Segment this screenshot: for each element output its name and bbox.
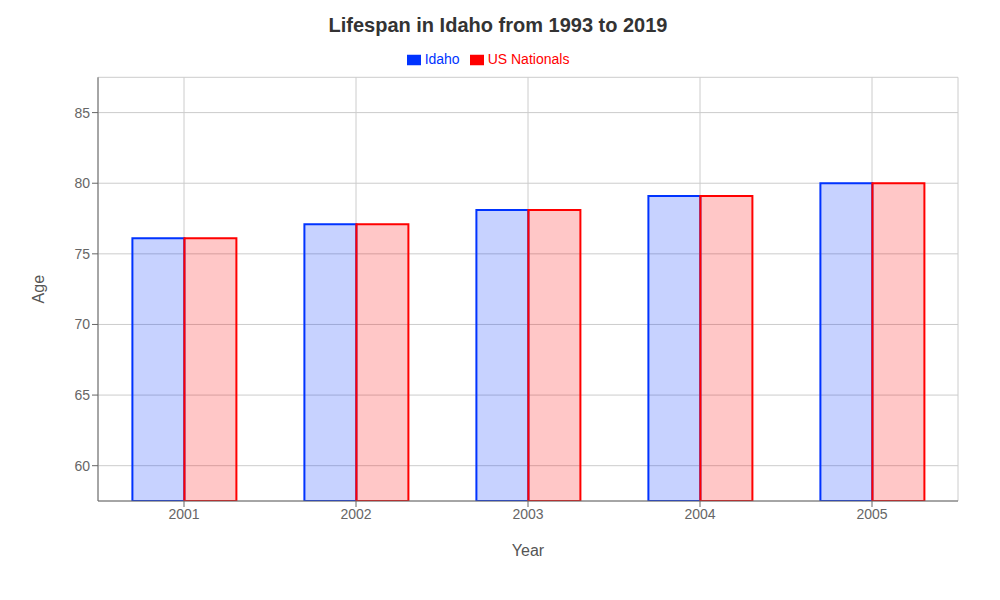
svg-text:85: 85 [74, 105, 90, 121]
svg-text:Age: Age [30, 275, 47, 304]
svg-text:70: 70 [74, 316, 90, 332]
svg-text:2005: 2005 [856, 506, 887, 522]
svg-text:60: 60 [74, 458, 90, 474]
html-text:Idaho: Idaho [424, 51, 460, 67]
svg-text:75: 75 [74, 246, 90, 262]
svg-text:2003: 2003 [512, 506, 543, 522]
svg-text:Year: Year [512, 542, 545, 559]
html-text:US Nationals: US Nationals [487, 51, 570, 67]
svg-text:2001: 2001 [168, 506, 199, 522]
svg-text:65: 65 [74, 387, 90, 403]
svg-text:80: 80 [74, 175, 90, 191]
svg-text:2002: 2002 [340, 506, 371, 522]
svg-text:2004: 2004 [684, 506, 715, 522]
html-text:Lifespan in Idaho from 1993 to: Lifespan in Idaho from 1993 to 2019 [328, 14, 668, 36]
